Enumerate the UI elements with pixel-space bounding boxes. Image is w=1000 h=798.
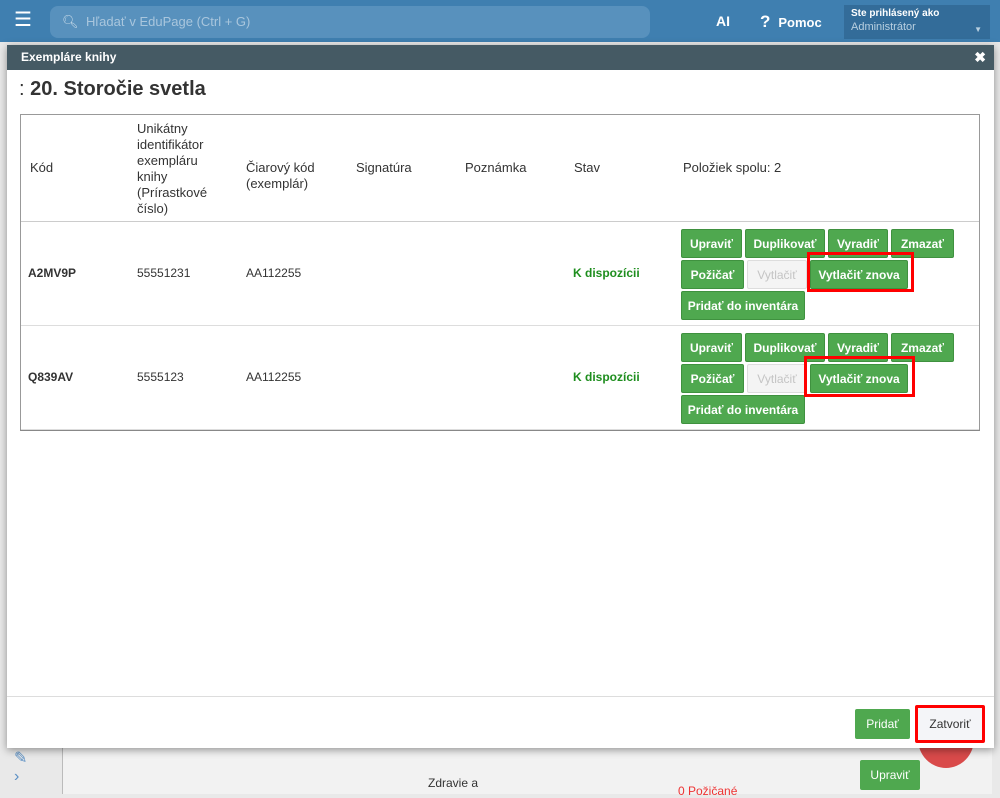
copies-dialog: Exempláre knihy ✖ : 20. Storočie svetla K…: [7, 45, 994, 748]
col-barcode: Čiarový kód (exemplár): [246, 160, 315, 191]
print-button: Vytlačiť: [747, 260, 807, 289]
help-button[interactable]: ? Pomoc: [760, 12, 822, 32]
title-text: 20. Storočie svetla: [30, 78, 206, 100]
top-bar: ☰ 🔍︎ Hľadať v EduPage (Ctrl + G) AI ? Pomo…: [0, 0, 1000, 42]
user-menu[interactable]: Ste prihlásený ako Administrátor ▼: [844, 5, 990, 39]
lend-button[interactable]: Požičať: [681, 364, 744, 393]
cell-status: K dispozícii: [573, 266, 640, 280]
user-role: Administrátor: [851, 21, 916, 33]
question-icon: ?: [760, 12, 771, 31]
col-signature: Signatúra: [356, 160, 412, 175]
copies-table: Kód Unikátny identifikátor exempláru kni…: [20, 114, 980, 431]
search-icon: 🔍︎: [62, 14, 79, 29]
bg-category: Zdravie a: [428, 776, 479, 790]
col-id: Unikátny identifikátor exempláru knihy (…: [137, 121, 208, 216]
ai-button[interactable]: AI: [716, 13, 730, 29]
close-button[interactable]: Zatvoriť: [915, 705, 985, 743]
title-prefix: :: [19, 78, 25, 100]
search-input[interactable]: 🔍︎ Hľadať v EduPage (Ctrl + G): [50, 6, 650, 38]
col-note: Poznámka: [465, 160, 527, 175]
dialog-header: Exempláre knihy ✖: [7, 45, 994, 70]
cell-status: K dispozícii: [573, 370, 640, 384]
cell-barcode: AA112255: [246, 370, 302, 384]
cell-id: 5555123: [137, 370, 184, 384]
dialog-title: Exempláre knihy: [21, 50, 117, 64]
user-label: Ste prihlásený ako: [851, 8, 940, 19]
print-button: Vytlačiť: [747, 364, 807, 393]
highlight-box: [804, 356, 915, 397]
reprint-button[interactable]: Vytlačiť znova: [810, 260, 908, 289]
pen-icon[interactable]: ✎ ›: [14, 750, 28, 785]
lend-button[interactable]: Požičať: [681, 260, 744, 289]
col-code: Kód: [30, 160, 54, 175]
bg-edit-button[interactable]: Upraviť: [860, 760, 920, 790]
cell-code: Q839AV: [28, 370, 74, 384]
menu-icon[interactable]: ☰: [14, 9, 32, 31]
book-title: : 20. Storočie svetla: [19, 78, 206, 101]
background-list: [62, 748, 992, 794]
cell-id: 55551231: [137, 266, 191, 280]
edit-button[interactable]: Upraviť: [681, 229, 742, 258]
table-row: A2MV9P 55551231 AA112255 K dispozícii Up…: [21, 222, 979, 326]
table-header: Kód Unikátny identifikátor exempláru kni…: [21, 115, 979, 222]
table-row: Q839AV 5555123 AA112255 K dispozícii Upr…: [21, 326, 979, 430]
col-total: Položiek spolu: 2: [683, 160, 782, 175]
bg-status: 0 Požičané: [678, 784, 738, 798]
search-placeholder: Hľadať v EduPage (Ctrl + G): [86, 14, 251, 29]
reprint-button[interactable]: Vytlačiť znova: [810, 364, 908, 393]
close-icon[interactable]: ✖: [974, 49, 986, 65]
edit-button[interactable]: Upraviť: [681, 333, 742, 362]
add-inventory-button[interactable]: Pridať do inventára: [681, 291, 805, 320]
caret-down-icon: ▼: [974, 25, 982, 34]
cell-barcode: AA112255: [246, 266, 302, 280]
cell-code: A2MV9P: [28, 266, 77, 280]
help-label: Pomoc: [778, 15, 822, 30]
add-inventory-button[interactable]: Pridať do inventára: [681, 395, 805, 424]
dialog-footer: Pridať Zatvoriť: [7, 696, 994, 748]
highlight-box: [807, 252, 914, 292]
add-button[interactable]: Pridať: [855, 709, 910, 739]
col-status: Stav: [574, 160, 601, 175]
